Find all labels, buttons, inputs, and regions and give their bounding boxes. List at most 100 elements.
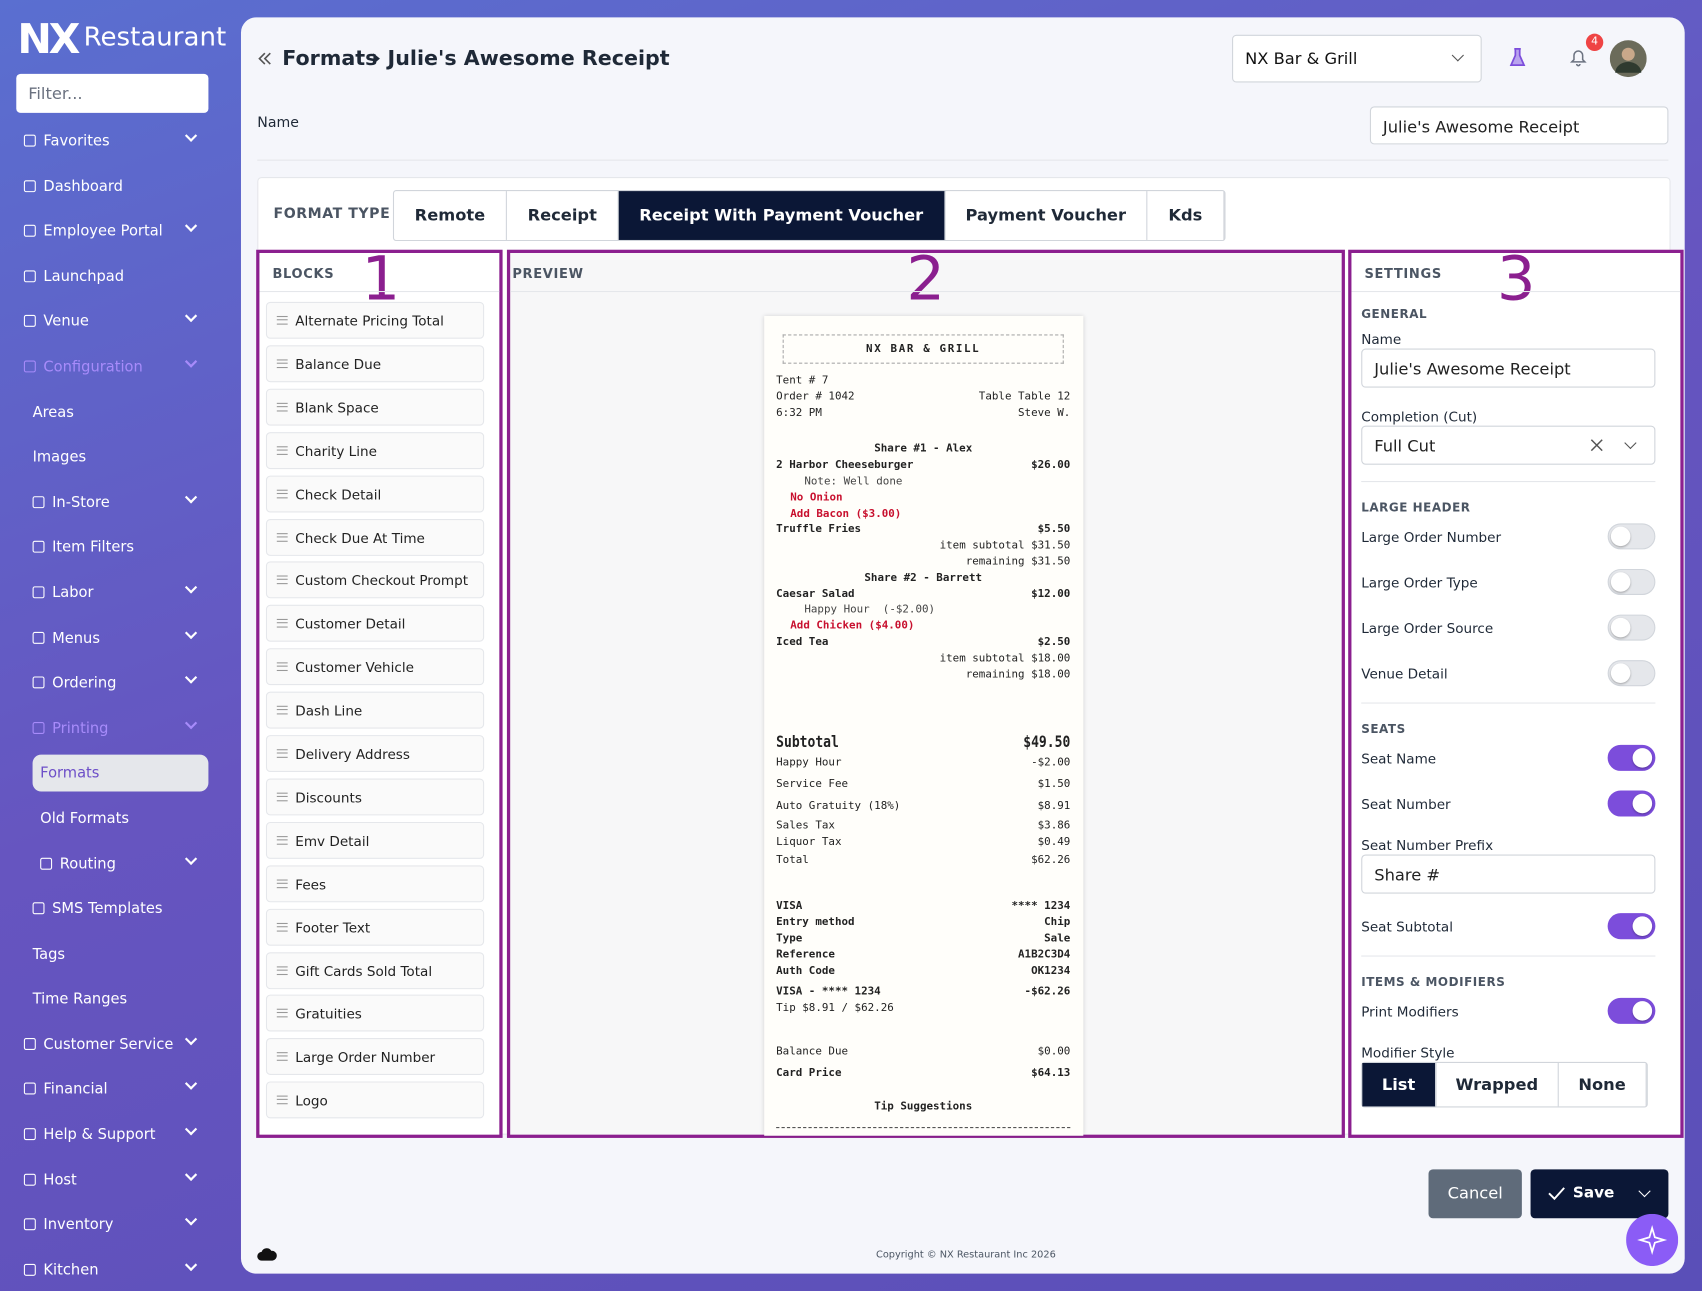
- toggle[interactable]: [1607, 523, 1656, 550]
- breadcrumb-link[interactable]: Formats: [282, 46, 378, 71]
- nav-item[interactable]: Formats: [0, 751, 241, 796]
- nav-item[interactable]: Inventory: [0, 1202, 241, 1247]
- nav-item[interactable]: Dashboard: [0, 164, 241, 209]
- receipt-right: $0.00: [1037, 1045, 1071, 1058]
- avatar[interactable]: [1609, 40, 1647, 78]
- save-button[interactable]: Save: [1530, 1169, 1669, 1219]
- nav-item[interactable]: Financial: [0, 1067, 241, 1112]
- block-item[interactable]: Balance Due: [265, 345, 485, 383]
- drag-handle: [276, 792, 288, 802]
- toggle[interactable]: [1607, 660, 1656, 687]
- block-item[interactable]: Large Order Number: [265, 1038, 485, 1076]
- nav-item[interactable]: Routing: [0, 841, 241, 886]
- blocks-title: BLOCKS: [272, 266, 335, 282]
- nav-item[interactable]: Ordering: [0, 660, 241, 705]
- receipt-left: Balance Due: [776, 1045, 849, 1058]
- block-item[interactable]: Emv Detail: [265, 821, 485, 859]
- nav-item[interactable]: Menus: [0, 615, 241, 660]
- nav-item[interactable]: Images: [0, 434, 241, 479]
- toggle[interactable]: [1607, 744, 1656, 771]
- format-tab[interactable]: Kds: [1148, 191, 1225, 240]
- chevron[interactable]: [1638, 1184, 1651, 1198]
- receipt-left: Truffle Fries: [776, 523, 862, 536]
- nav-item[interactable]: Configuration: [0, 344, 241, 389]
- block-item[interactable]: Logo: [265, 1081, 485, 1119]
- block-item[interactable]: Dash Line: [265, 691, 485, 729]
- nav-label: Routing: [59, 855, 116, 873]
- bell-icon[interactable]: [1569, 48, 1589, 68]
- segment[interactable]: List: [1362, 1062, 1436, 1107]
- block-item[interactable]: Gift Cards Sold Total: [265, 951, 485, 989]
- block-item[interactable]: Gratuities: [265, 995, 485, 1032]
- block-item[interactable]: Fees: [265, 865, 485, 902]
- chevron: [184, 671, 198, 684]
- toggle[interactable]: [1607, 790, 1656, 817]
- toggle-knob: [1610, 617, 1631, 638]
- field-label: Seat Number Prefix: [1361, 837, 1494, 854]
- cancel-button[interactable]: Cancel: [1428, 1169, 1522, 1219]
- nav-icon: [23, 1218, 36, 1231]
- toggle[interactable]: [1607, 614, 1656, 641]
- toggle[interactable]: [1607, 913, 1656, 940]
- nav-item[interactable]: Item Filters: [0, 525, 241, 570]
- nav-item[interactable]: Kitchen: [0, 1247, 241, 1291]
- block-item[interactable]: Blank Space: [265, 388, 485, 426]
- name-input[interactable]: Julie's Awesome Receipt: [1369, 106, 1669, 145]
- block-item[interactable]: Discounts: [265, 778, 485, 816]
- block-item[interactable]: Delivery Address: [265, 735, 485, 773]
- block-label: Gratuities: [295, 1005, 362, 1023]
- nav-label: Images: [32, 448, 87, 466]
- format-tab[interactable]: Remote: [394, 191, 507, 240]
- nav-item[interactable]: Customer Service: [0, 1022, 241, 1067]
- block-item[interactable]: Check Detail: [265, 475, 485, 513]
- nav-item[interactable]: Venue: [0, 299, 241, 344]
- block-item[interactable]: Customer Vehicle: [265, 648, 485, 686]
- drag-handle: [276, 1009, 288, 1018]
- receipt-row: 6:32 PM Steve W.: [776, 406, 1070, 422]
- back-icon[interactable]: [256, 50, 273, 67]
- toggle[interactable]: [1607, 997, 1656, 1024]
- block-item[interactable]: Charity Line: [265, 431, 485, 469]
- block-item[interactable]: Customer Detail: [265, 605, 485, 643]
- format-tab[interactable]: Receipt: [507, 191, 619, 240]
- toggle-label: Venue Detail: [1361, 665, 1448, 682]
- nav-item[interactable]: In-Store: [0, 480, 241, 525]
- nav-label: Labor: [52, 584, 94, 602]
- nav-item[interactable]: Host: [0, 1157, 241, 1202]
- nav-item[interactable]: Favorites: [0, 118, 241, 163]
- lab-icon[interactable]: [1509, 47, 1526, 68]
- block-item[interactable]: Check Due At Time: [265, 518, 485, 556]
- filter-input[interactable]: Filter...: [16, 73, 209, 113]
- text-input[interactable]: Julie's Awesome Receipt: [1361, 348, 1656, 388]
- nav-item[interactable]: Tags: [0, 931, 241, 976]
- ai-button[interactable]: [1626, 1213, 1679, 1267]
- segment[interactable]: Wrapped: [1436, 1062, 1559, 1107]
- nav-item[interactable]: Help & Support: [0, 1112, 241, 1157]
- nav-item[interactable]: Printing: [0, 705, 241, 750]
- nav-item[interactable]: Employee Portal: [0, 209, 241, 254]
- receipt-row: Subtotal $49.50: [776, 731, 1070, 753]
- nav-item[interactable]: Old Formats: [0, 796, 241, 841]
- nav-item[interactable]: Launchpad: [0, 254, 241, 299]
- nav-item[interactable]: SMS Templates: [0, 886, 241, 931]
- block-label: Check Detail: [295, 485, 382, 503]
- toggle-label: Seat Name: [1361, 750, 1437, 767]
- toggle[interactable]: [1607, 568, 1656, 596]
- format-tab[interactable]: Payment Voucher: [945, 191, 1148, 240]
- venue-select[interactable]: NX Bar & Grill: [1232, 34, 1482, 83]
- select[interactable]: Full Cut: [1361, 425, 1656, 465]
- text-input[interactable]: Share #: [1361, 854, 1656, 894]
- nav-item[interactable]: Time Ranges: [0, 976, 241, 1021]
- block-item[interactable]: Footer Text: [265, 908, 485, 946]
- block-item[interactable]: Custom Checkout Prompt: [265, 561, 485, 599]
- block-item[interactable]: Alternate Pricing Total: [265, 301, 485, 339]
- segment[interactable]: None: [1559, 1062, 1647, 1107]
- nav-item[interactable]: Labor: [0, 570, 241, 615]
- receipt-row: Add Chicken ($4.00): [776, 619, 1070, 635]
- block-label: Charity Line: [295, 442, 377, 459]
- format-tab[interactable]: Receipt With Payment Voucher: [618, 191, 945, 240]
- nav-item[interactable]: Areas: [0, 389, 241, 434]
- divider: [257, 159, 1669, 161]
- cancel-label: Cancel: [1447, 1183, 1503, 1204]
- receipt-row: Order # 1042 Table Table 12: [776, 390, 1070, 406]
